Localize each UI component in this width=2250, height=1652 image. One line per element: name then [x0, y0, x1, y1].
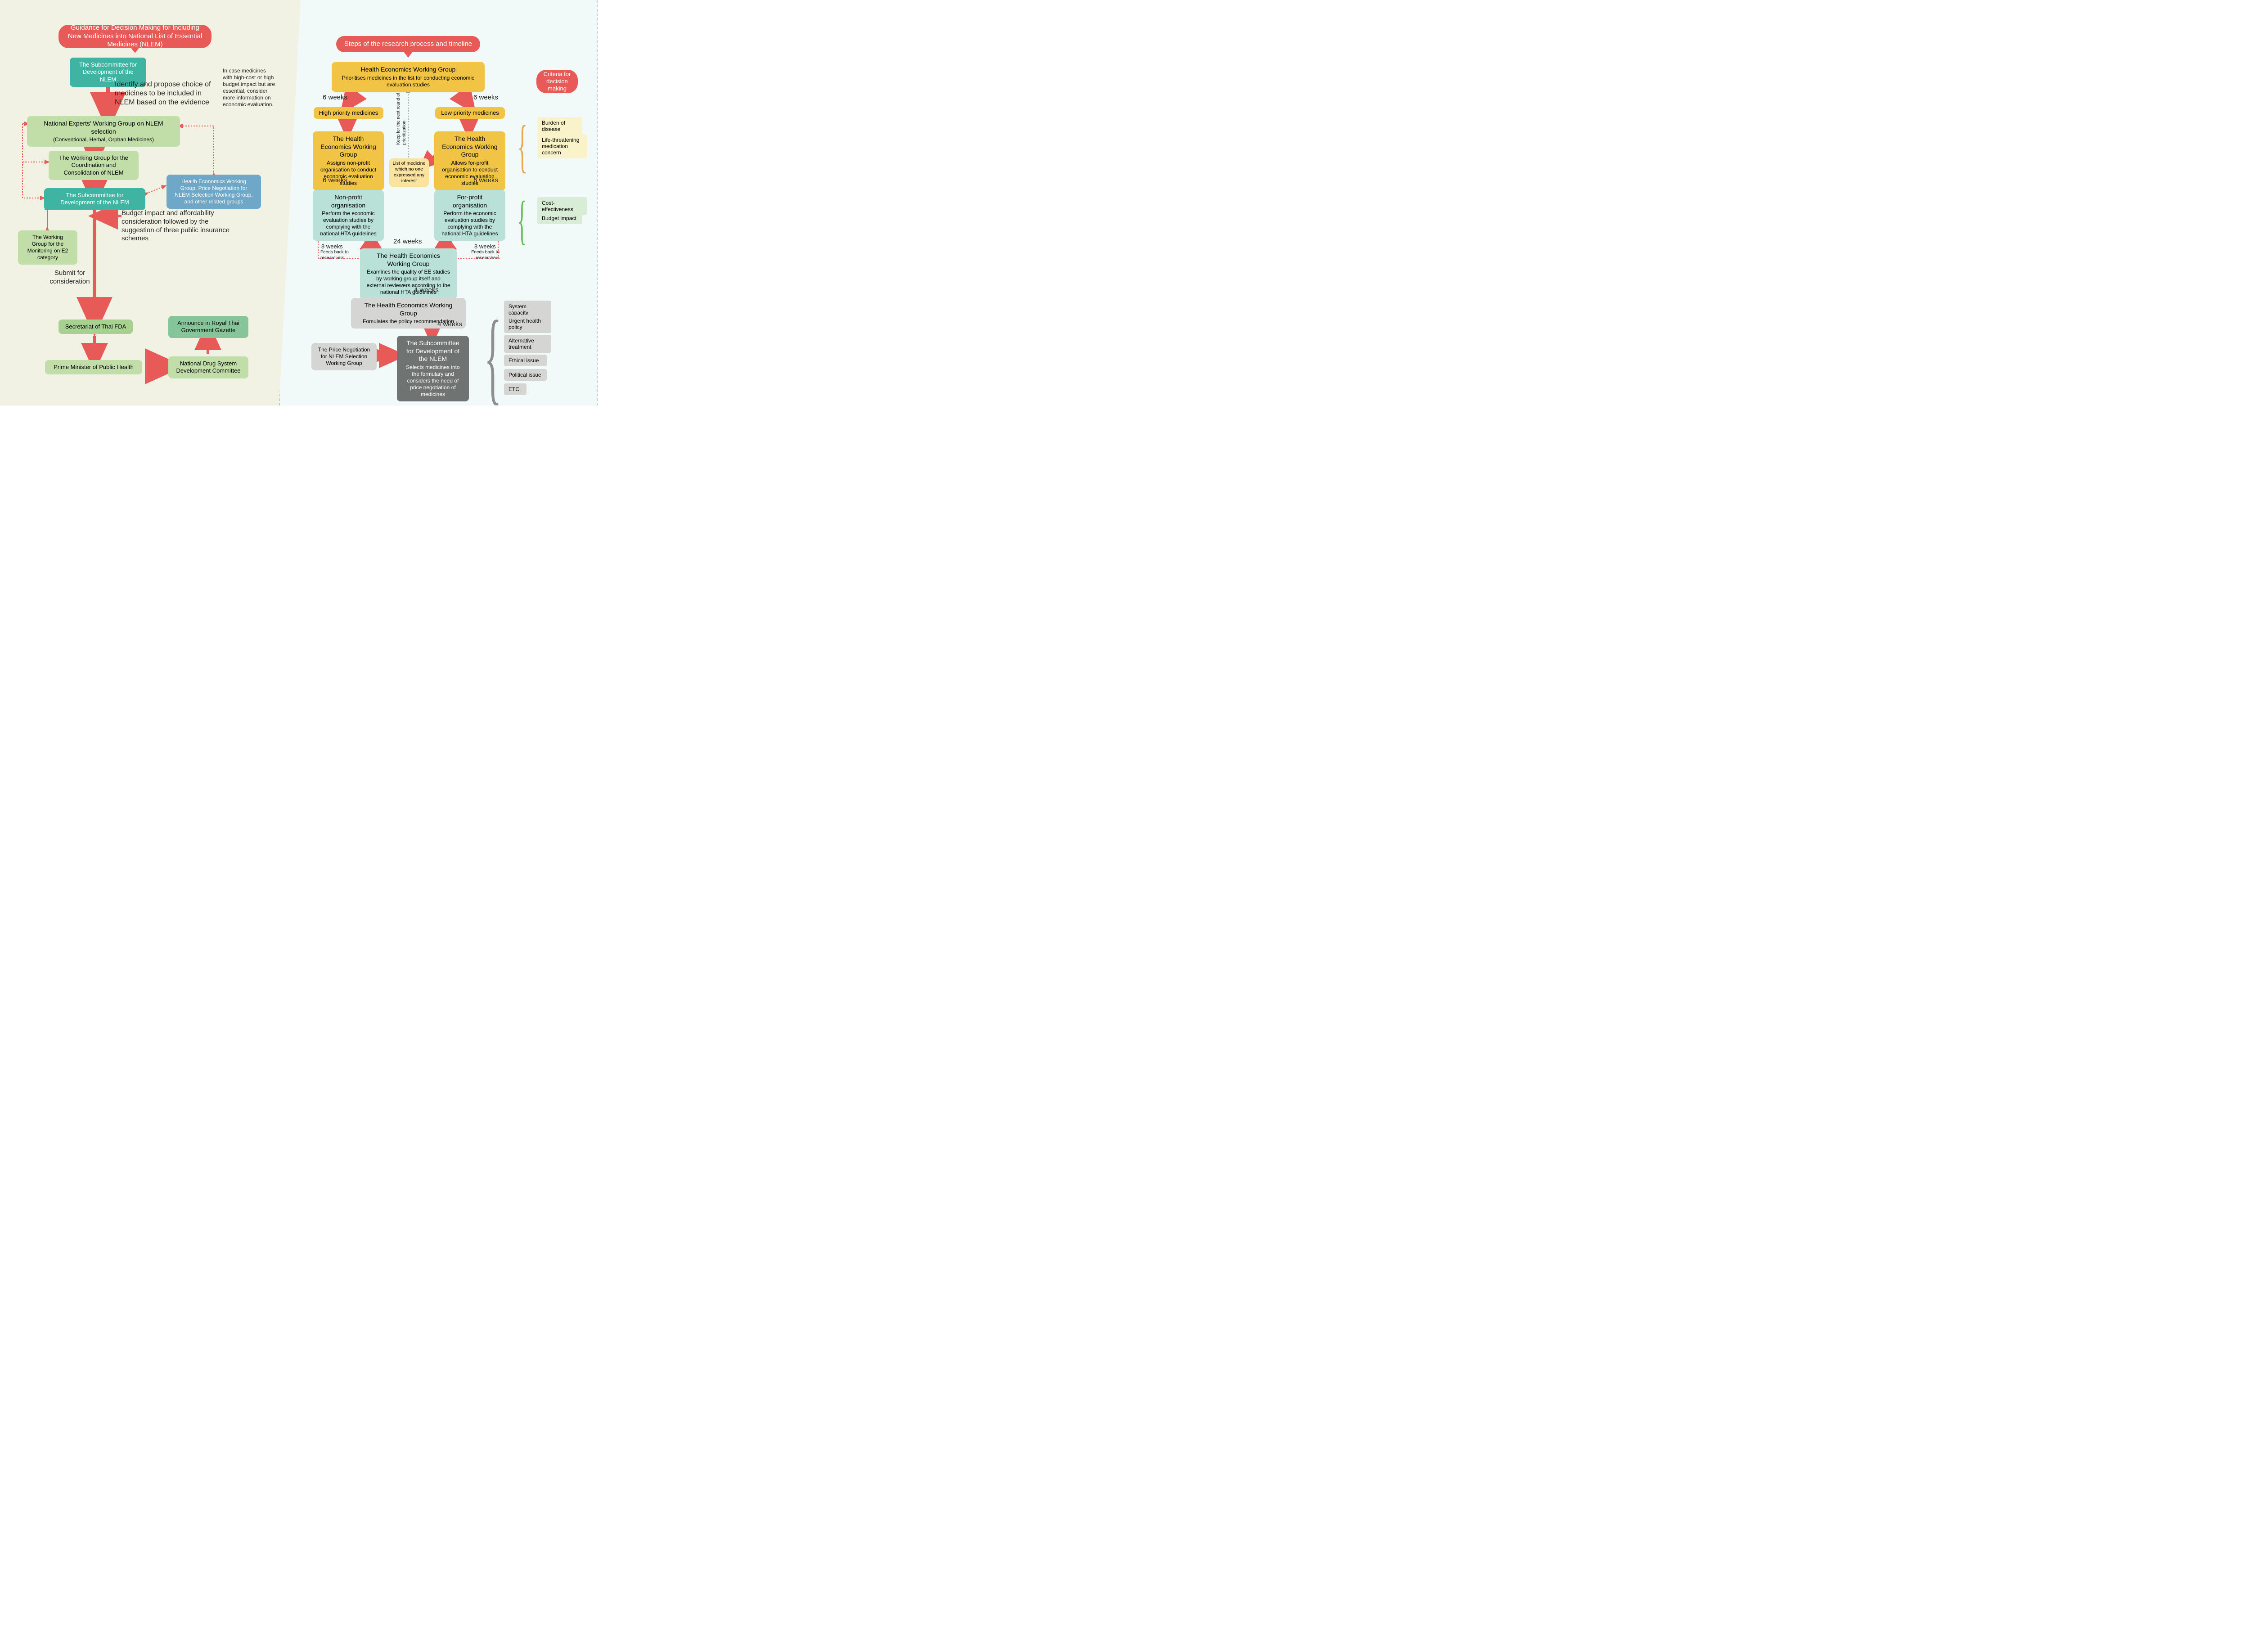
node-experts: National Experts' Working Group on NLEM …	[27, 116, 180, 147]
node-hewg-examine: The Health Economics Working GroupExamin…	[360, 248, 457, 299]
feeds-r: Feeds back to researchers	[468, 250, 500, 261]
crit-political: Political issue	[504, 369, 547, 381]
w6-r2: 6 weeks	[473, 176, 498, 185]
crit-ethical: Ethical issue	[504, 355, 547, 366]
left-header-text: Guidance for Decision Making for Includi…	[65, 24, 205, 49]
crit-lifethreat: Life-threatening medication concern	[537, 134, 587, 158]
node-thai-fda: Secretariat of Thai FDA	[58, 320, 133, 334]
brace-orange: {	[518, 113, 527, 180]
node-high-priority: High priority medicines	[314, 107, 383, 119]
node-price-negotiation: The Price Negotiation for NLEM Selection…	[311, 343, 377, 370]
w8-l: 8 weeks	[321, 243, 343, 250]
crit-alt: Alternative treatment	[504, 335, 551, 353]
w6-r1: 6 weeks	[473, 94, 498, 102]
node-low-priority: Low priority medicines	[435, 107, 505, 119]
w6-l1: 6 weeks	[323, 94, 347, 102]
node-nonprofit: Non-profit organisationPerform the econo…	[313, 190, 384, 241]
w6-l2: 6 weeks	[323, 176, 347, 185]
node-hewg-price: Health Economics Working Group, Price Ne…	[166, 175, 261, 209]
node-gazette: Announce in Royal Thai Government Gazett…	[168, 316, 248, 338]
nlem-diagram: Guidance for Decision Making for Includi…	[0, 0, 598, 405]
left-panel: Guidance for Decision Making for Includi…	[0, 0, 279, 405]
node-hewg-prioritise: Health Economics Working GroupPrioritise…	[332, 62, 485, 92]
node-e2: The Working Group for the Monitoring on …	[18, 230, 77, 265]
w8-r: 8 weeks	[474, 243, 496, 250]
sidenote-text: In case medicines with high-cost or high…	[223, 68, 277, 108]
crit-etc: ETC.	[504, 383, 526, 395]
feeds-l: Feeds back to researchers	[320, 250, 352, 261]
identify-text: Identify and propose choice of medicines…	[115, 80, 218, 107]
node-ndsdc: National Drug System Development Committ…	[168, 356, 248, 378]
node-subcommittee-final: The Subcommittee for Development of the …	[397, 336, 469, 401]
brace-grey: {	[484, 297, 502, 416]
crit-burden: Burden of disease	[537, 117, 582, 135]
node-forprofit: For-profit organisationPerform the econo…	[434, 190, 505, 241]
keep-next-round: Keep for the next round of prioritizatio…	[396, 91, 407, 145]
node-subcommittee-2: The Subcommittee for Development of the …	[44, 188, 145, 210]
brace-green: {	[518, 189, 526, 251]
node-no-interest: List of medicine which no one expressed …	[389, 158, 429, 187]
w4-2: 4 weeks	[437, 320, 462, 329]
submit-text: Submit for consideration	[40, 269, 99, 286]
criteria-header: Criteria for decision making	[536, 70, 578, 93]
node-pm: Prime Minister of Public Health	[45, 360, 142, 374]
node-coordination: The Working Group for the Coordination a…	[49, 151, 139, 180]
right-panel: Steps of the research process and timeli…	[279, 0, 598, 405]
right-header: Steps of the research process and timeli…	[336, 36, 480, 52]
w4-1: 4 weeks	[414, 286, 439, 295]
left-header: Guidance for Decision Making for Includi…	[58, 25, 212, 48]
crit-urgent: Urgent health policy	[504, 315, 551, 333]
w24: 24 weeks	[393, 238, 422, 246]
crit-budget: Budget impact	[537, 212, 582, 224]
budget-text: Budget impact and affordability consider…	[122, 209, 234, 243]
